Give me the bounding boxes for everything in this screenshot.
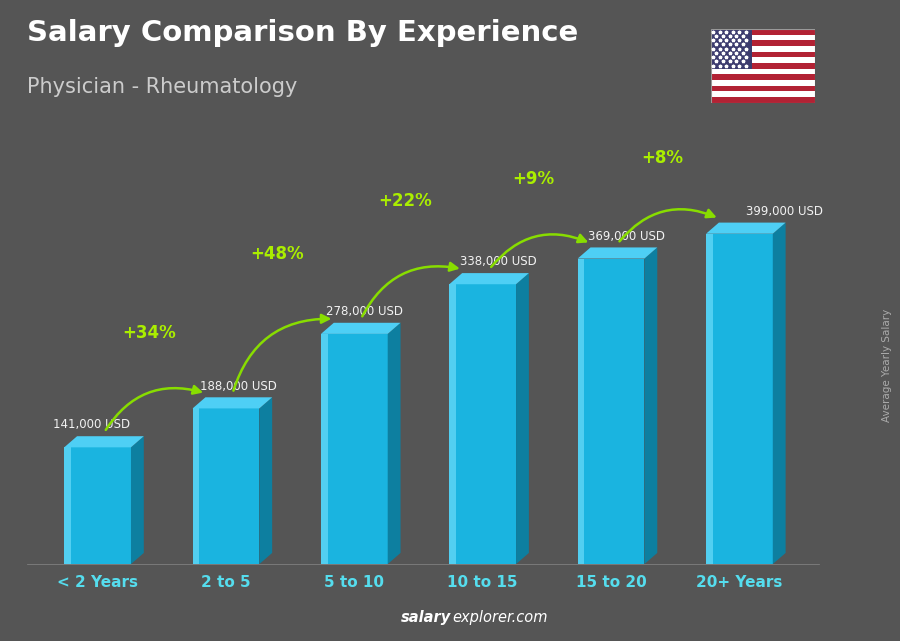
Polygon shape <box>259 397 272 564</box>
Polygon shape <box>449 284 516 564</box>
Polygon shape <box>64 437 144 447</box>
Bar <box>711 97 814 103</box>
Text: 141,000 USD: 141,000 USD <box>53 419 130 431</box>
Polygon shape <box>193 397 272 408</box>
Polygon shape <box>388 323 400 564</box>
Text: Physician - Rheumatology: Physician - Rheumatology <box>27 77 297 97</box>
Text: explorer.com: explorer.com <box>453 610 548 625</box>
Bar <box>711 74 814 80</box>
Bar <box>711 51 814 57</box>
Polygon shape <box>706 234 773 564</box>
Text: 399,000 USD: 399,000 USD <box>746 205 823 218</box>
Polygon shape <box>449 273 529 284</box>
Text: 278,000 USD: 278,000 USD <box>326 305 403 318</box>
Text: 369,000 USD: 369,000 USD <box>588 229 665 243</box>
Polygon shape <box>706 234 713 564</box>
Bar <box>711 35 814 40</box>
Polygon shape <box>193 408 199 564</box>
Polygon shape <box>321 334 388 564</box>
Bar <box>711 46 814 51</box>
Polygon shape <box>131 437 144 564</box>
Bar <box>711 80 814 85</box>
Text: +22%: +22% <box>379 192 432 210</box>
Bar <box>711 29 752 69</box>
Bar <box>711 63 814 69</box>
Bar <box>711 69 814 74</box>
Polygon shape <box>193 408 259 564</box>
Text: +9%: +9% <box>513 170 554 188</box>
Polygon shape <box>64 447 71 564</box>
Polygon shape <box>321 334 328 564</box>
Bar <box>711 85 814 91</box>
Bar <box>711 40 814 46</box>
Text: +48%: +48% <box>250 245 304 263</box>
Polygon shape <box>64 447 131 564</box>
Text: 338,000 USD: 338,000 USD <box>460 255 536 269</box>
Text: salary: salary <box>400 610 451 625</box>
Polygon shape <box>321 323 400 334</box>
Bar <box>711 57 814 63</box>
Polygon shape <box>706 222 786 234</box>
Text: Average Yearly Salary: Average Yearly Salary <box>881 309 892 422</box>
Polygon shape <box>578 258 644 564</box>
Text: +8%: +8% <box>641 149 683 167</box>
Bar <box>711 29 814 35</box>
Polygon shape <box>773 222 786 564</box>
Polygon shape <box>516 273 529 564</box>
Text: +34%: +34% <box>122 324 176 342</box>
Bar <box>711 91 814 97</box>
Polygon shape <box>578 247 657 258</box>
Polygon shape <box>578 258 584 564</box>
Text: 188,000 USD: 188,000 USD <box>201 379 277 392</box>
Polygon shape <box>644 247 657 564</box>
Text: Salary Comparison By Experience: Salary Comparison By Experience <box>27 19 578 47</box>
Polygon shape <box>449 284 456 564</box>
